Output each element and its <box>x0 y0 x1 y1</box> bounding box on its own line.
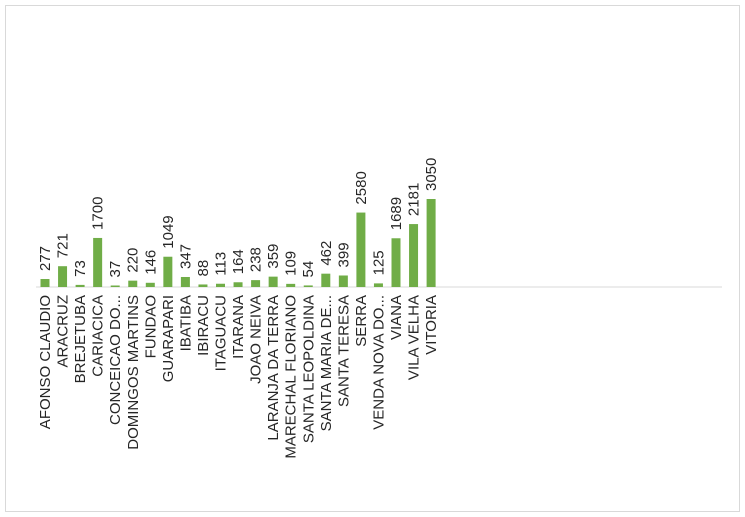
bar <box>93 237 103 287</box>
bar <box>163 256 173 287</box>
value-label: 54 <box>300 261 317 278</box>
category-label: VILA VELHA <box>406 295 423 380</box>
bar <box>303 285 313 287</box>
chart-area <box>5 5 740 512</box>
value-label: 164 <box>230 249 247 274</box>
category-label: DOMINGOS MARTINS <box>125 295 142 450</box>
value-label: 1689 <box>388 197 405 230</box>
bar <box>40 279 50 287</box>
bar <box>128 280 138 287</box>
category-label: VITORIA <box>423 295 440 355</box>
category-label: BREJETUBA <box>72 295 89 383</box>
bar <box>198 284 208 287</box>
category-label: SERRA <box>353 295 370 347</box>
category-label: IBATIBA <box>177 295 194 351</box>
value-label: 88 <box>195 260 212 277</box>
category-label: SANTA TERESA <box>335 295 352 407</box>
bars-group <box>40 199 436 287</box>
bar <box>58 266 68 287</box>
value-label: 399 <box>335 242 352 267</box>
value-label: 73 <box>72 260 89 277</box>
value-label: 2580 <box>353 171 370 204</box>
bar <box>268 276 278 287</box>
category-label: VENDA NOVA DO... <box>370 295 387 430</box>
value-label: 146 <box>142 250 159 275</box>
value-label: 347 <box>177 244 194 269</box>
category-label: ITAGUACU <box>213 295 230 371</box>
value-label: 359 <box>265 244 282 269</box>
value-label: 37 <box>107 261 124 278</box>
category-label: VIANA <box>388 295 405 340</box>
category-label: JOAO NEIVA <box>248 295 265 384</box>
value-label: 109 <box>283 251 300 276</box>
category-label: MARECHAL FLORIANO <box>283 295 300 459</box>
bar <box>373 283 383 287</box>
bar <box>233 282 243 287</box>
category-label: GUARAPARI <box>160 295 177 382</box>
value-label: 220 <box>125 248 142 273</box>
category-label: IBIRACU <box>195 295 212 356</box>
bar <box>75 284 85 287</box>
category-label: AFONSO CLAUDIO <box>37 295 54 429</box>
category-label: FUNDAO <box>142 295 159 358</box>
value-label: 238 <box>248 247 265 272</box>
category-labels-group: AFONSO CLAUDIO ARACRUZ BREJETUBA CARIACICA C… <box>37 295 440 459</box>
bar <box>216 283 225 287</box>
value-label: 2181 <box>406 183 423 216</box>
value-label: 113 <box>213 252 230 276</box>
value-label: 125 <box>370 250 387 275</box>
bar <box>391 238 401 287</box>
value-label: 1700 <box>90 197 107 230</box>
bar <box>180 276 190 287</box>
bar <box>356 212 366 287</box>
bar <box>110 285 120 287</box>
value-label: 277 <box>37 246 54 271</box>
bar <box>409 224 419 287</box>
category-label: SANTA LEOPOLDINA <box>300 295 317 443</box>
bar <box>145 282 155 287</box>
category-label: ARACRUZ <box>55 295 72 368</box>
value-label: 721 <box>55 233 72 258</box>
bar <box>426 199 436 287</box>
category-label: LARANJA DA TERRA <box>265 295 282 441</box>
category-label: CARIACICA <box>90 295 107 377</box>
value-label: 3050 <box>423 158 440 191</box>
value-label: 462 <box>318 241 335 266</box>
bar <box>338 275 348 287</box>
category-label: CONCEICAO DO... <box>107 295 124 425</box>
bar <box>321 273 331 287</box>
category-label: SANTA MARIA DE... <box>318 295 335 431</box>
bar <box>286 283 296 287</box>
bar <box>251 280 261 287</box>
category-label: ITARANA <box>230 295 247 359</box>
value-label: 1049 <box>160 215 177 248</box>
